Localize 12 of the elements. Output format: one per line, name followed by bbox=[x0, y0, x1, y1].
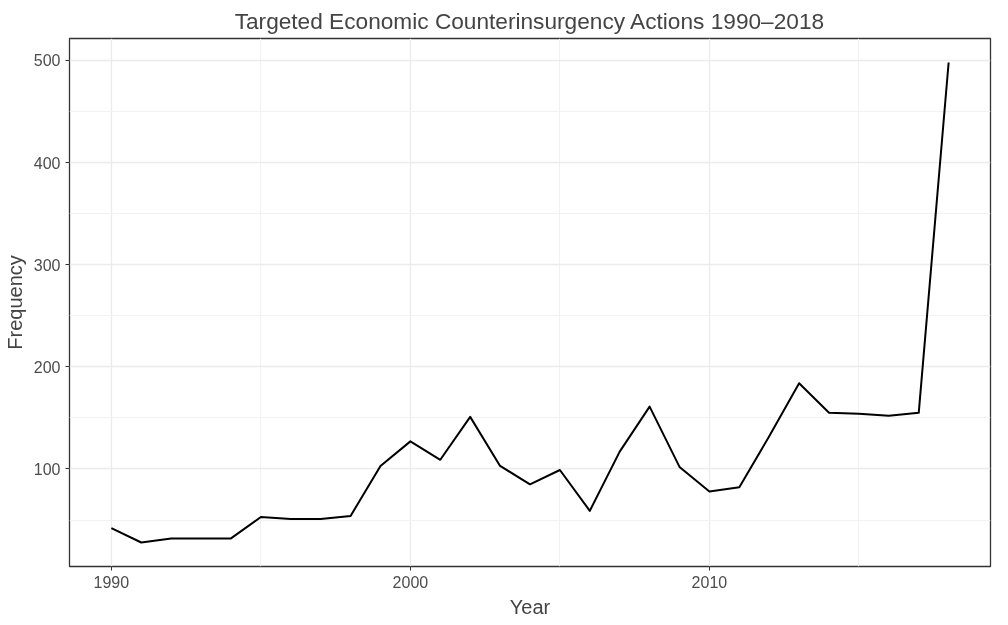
line-series bbox=[110, 61, 950, 544]
x-tick-label: 2000 bbox=[392, 573, 429, 591]
y-axis-title: Frequency bbox=[3, 255, 26, 350]
y-tick-label: 500 bbox=[33, 52, 61, 70]
chart-title: Targeted Economic Counterinsurgency Actions 1990–2018 bbox=[234, 7, 825, 34]
y-tick-label: 200 bbox=[33, 358, 61, 376]
y-tick-label: 100 bbox=[33, 460, 61, 478]
y-tick-label: 300 bbox=[33, 256, 61, 274]
x-tick-label: 2010 bbox=[691, 573, 728, 591]
x-tick-label: 1990 bbox=[93, 573, 130, 591]
y-tick-label: 400 bbox=[33, 154, 61, 172]
x-axis-title: Year bbox=[509, 595, 551, 618]
